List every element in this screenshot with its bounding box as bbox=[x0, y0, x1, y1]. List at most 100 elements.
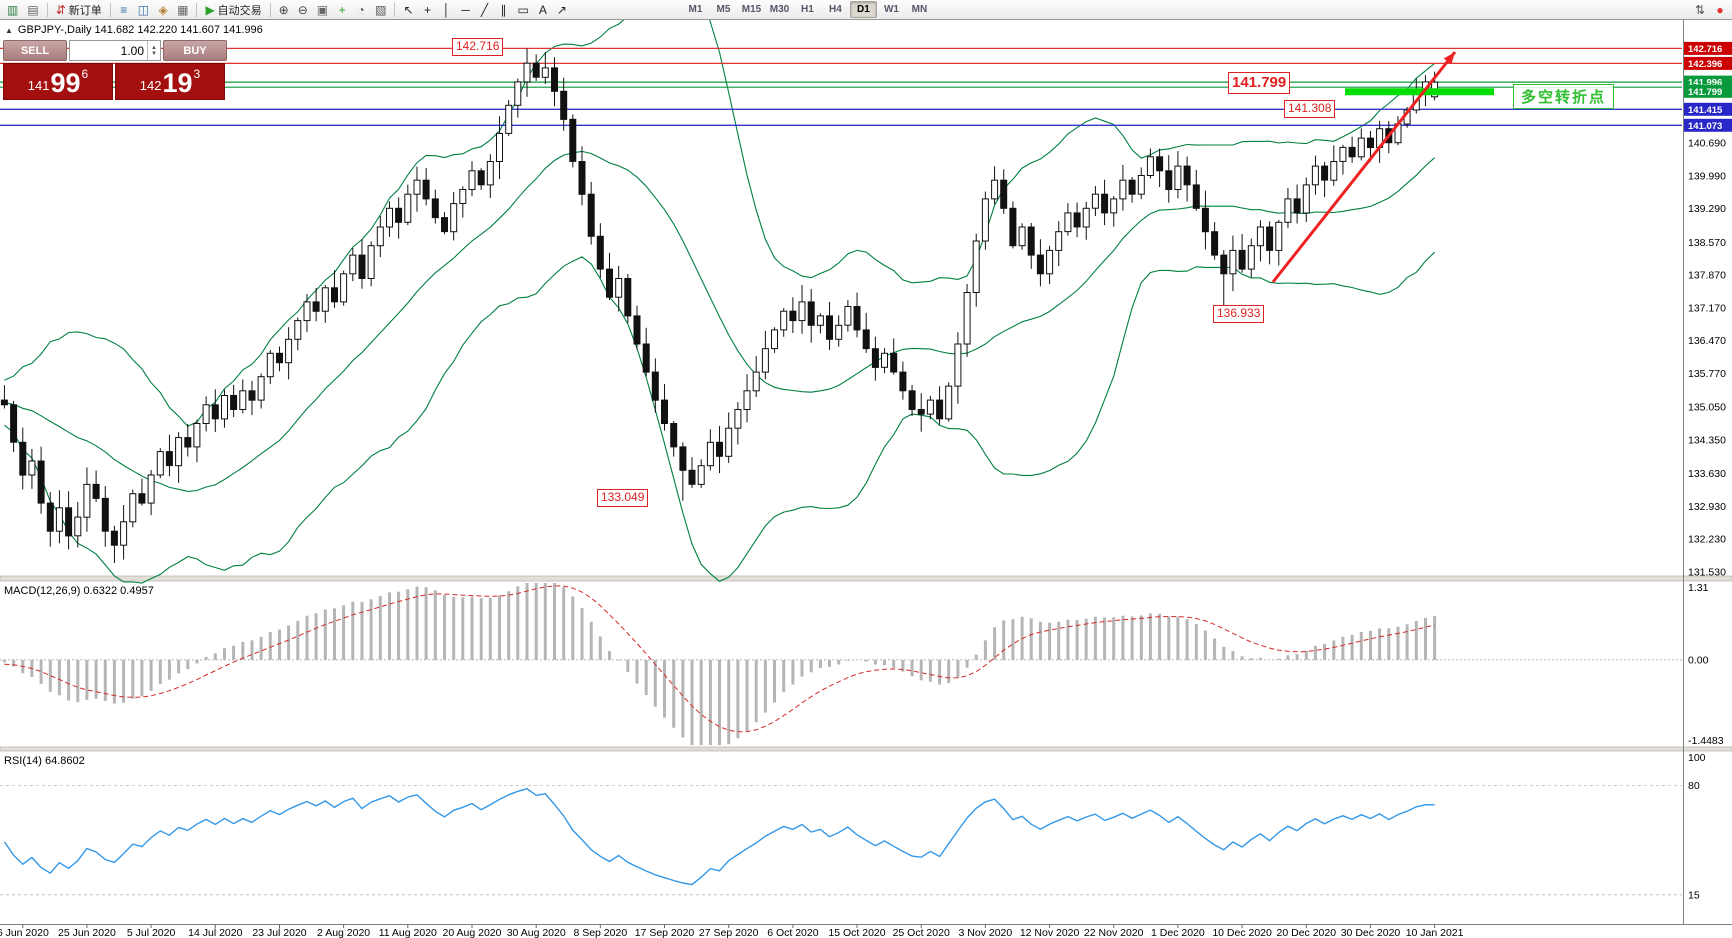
price-annotation[interactable]: 142.716 bbox=[452, 38, 504, 56]
trend-arrow-line[interactable] bbox=[1271, 51, 1457, 283]
candle-body bbox=[1367, 137, 1374, 149]
candle-body bbox=[624, 278, 632, 317]
toolbar-crosshair-icon[interactable]: + bbox=[419, 1, 437, 18]
toolbar-cursor-icon[interactable]: ↖ bbox=[399, 1, 417, 18]
price-tag bbox=[1684, 102, 1732, 116]
candle-body bbox=[972, 240, 980, 293]
candle-body bbox=[991, 179, 999, 200]
bid-price[interactable]: 141 99 6 bbox=[3, 63, 113, 100]
toolbar-templates-icon[interactable]: ▧ bbox=[371, 1, 390, 18]
candle-body bbox=[1183, 165, 1191, 186]
candle-body bbox=[477, 170, 485, 186]
market-watch-icon: ≡ bbox=[120, 2, 128, 17]
volume-spinner[interactable]: ▲ ▼ bbox=[147, 41, 160, 60]
timeframe-m1-button[interactable]: M1 bbox=[688, 4, 703, 15]
note-annotation[interactable]: 多空转折点 bbox=[1513, 84, 1615, 109]
toolbar-new-chart-icon[interactable]: ▥ bbox=[3, 1, 22, 18]
toolbar-arrows-icon[interactable]: ↗ bbox=[553, 1, 571, 18]
timeframe-m15-button[interactable]: M15 bbox=[741, 4, 762, 15]
candle-body bbox=[312, 301, 320, 312]
price-annotation[interactable]: 136.933 bbox=[1213, 305, 1265, 323]
timeframe-m30-button[interactable]: M30 bbox=[769, 4, 790, 15]
toolbar-alerts-icon[interactable]: ● bbox=[1711, 1, 1729, 18]
price-annotation[interactable]: 133.049 bbox=[597, 489, 649, 507]
candle-body bbox=[37, 460, 45, 504]
volume-down-icon[interactable]: ▼ bbox=[151, 50, 157, 57]
timeframe-mn-button[interactable]: MN bbox=[911, 4, 928, 15]
toolbar-zoom-out-icon[interactable]: ⊖ bbox=[294, 1, 312, 18]
candle-body bbox=[761, 348, 769, 373]
candle-body bbox=[156, 451, 164, 476]
candle-body bbox=[331, 287, 338, 303]
price-annotation[interactable]: 141.308 bbox=[1284, 100, 1336, 118]
candle-body bbox=[193, 423, 201, 448]
toolbar-auto-trading-button[interactable]: ▶ 自动交易 bbox=[201, 1, 265, 18]
candle-body bbox=[1238, 249, 1246, 270]
candle-body bbox=[74, 516, 82, 537]
candle-body bbox=[211, 404, 219, 420]
candle-body bbox=[871, 348, 879, 368]
toolbar-data-window-icon[interactable]: ◫ bbox=[134, 1, 153, 18]
candle-body bbox=[1275, 221, 1283, 251]
symbol-info: ▲ GBPJPY-,Daily 141.682 142.220 141.607 … bbox=[5, 24, 263, 36]
toolbar-horizontal-line-icon[interactable]: ─ bbox=[457, 1, 475, 18]
candle-body bbox=[596, 235, 604, 270]
toolbar-text-icon[interactable]: A bbox=[534, 1, 552, 18]
candle-body bbox=[633, 315, 641, 345]
candle-body bbox=[780, 310, 788, 331]
toolbar-channel-icon[interactable]: ∥ bbox=[495, 1, 513, 18]
candle-body bbox=[165, 451, 173, 467]
toolbar-arrange-icon[interactable]: ⇅ bbox=[1691, 1, 1709, 18]
candle-body bbox=[670, 423, 678, 448]
oneclick-collapse-icon[interactable]: ▲ bbox=[5, 25, 13, 35]
panel-divider-rsi[interactable] bbox=[0, 746, 1732, 752]
sell-button[interactable]: SELL bbox=[3, 40, 67, 61]
candle-body bbox=[147, 474, 155, 504]
candle-body bbox=[1293, 198, 1301, 214]
candle-body bbox=[1201, 207, 1209, 233]
toolbar-periods-icon[interactable]: ◔ bbox=[352, 1, 370, 18]
toolbar-navigator-icon[interactable]: ◈ bbox=[154, 1, 172, 18]
toolbar-profiles-icon[interactable]: ▤ bbox=[23, 1, 42, 18]
toolbar-vertical-line-icon[interactable]: │ bbox=[438, 1, 456, 18]
volume-stepper[interactable]: 1.00 ▲ ▼ bbox=[69, 40, 161, 61]
timeframe-w1-button[interactable]: W1 bbox=[883, 4, 899, 15]
timeframe-d1-button[interactable]: D1 bbox=[849, 1, 877, 18]
volume-up-icon[interactable]: ▲ bbox=[151, 44, 157, 51]
bid-main: 99 bbox=[50, 68, 81, 98]
candle-body bbox=[358, 254, 366, 280]
timeframe-h4-button[interactable]: H4 bbox=[829, 4, 842, 15]
timeframe-h1-button[interactable]: H1 bbox=[801, 4, 814, 15]
candle-body bbox=[706, 441, 714, 467]
toolbar-terminal-icon[interactable]: ▦ bbox=[173, 1, 192, 18]
candle-body bbox=[578, 161, 586, 195]
price-axis-label: 132.230 bbox=[1688, 534, 1726, 546]
toolbar-shapes-icon[interactable]: ▭ bbox=[514, 1, 533, 18]
time-axis-label: 20 Aug 2020 bbox=[443, 927, 502, 938]
price-axis-label: 138.570 bbox=[1688, 237, 1726, 249]
toolbar-zoom-in-icon[interactable]: ⊕ bbox=[275, 1, 293, 18]
candle-body bbox=[816, 315, 824, 326]
ask-price[interactable]: 142 19 3 bbox=[115, 63, 225, 100]
bollinger-lower-band bbox=[4, 251, 1436, 584]
toolbar-trendline-icon[interactable]: ╱ bbox=[476, 1, 494, 18]
toolbar-tile-windows-icon[interactable]: ▣ bbox=[313, 1, 332, 18]
price-tag-value: 142.716 bbox=[1688, 44, 1722, 55]
volume-value[interactable]: 1.00 bbox=[120, 44, 144, 58]
horizontal-line-icon: ─ bbox=[461, 2, 470, 17]
candle-body bbox=[1220, 254, 1228, 275]
candle-body bbox=[881, 352, 888, 368]
toolbar-indicators-icon[interactable]: + bbox=[333, 1, 351, 18]
buy-button[interactable]: BUY bbox=[163, 40, 227, 61]
cursor-icon: ↖ bbox=[403, 2, 414, 17]
rsi-axis-label: 15 bbox=[1688, 889, 1700, 901]
price-annotation[interactable]: 141.799 bbox=[1228, 72, 1291, 94]
candle-body bbox=[83, 483, 91, 518]
toolbar-market-watch-icon[interactable]: ≡ bbox=[115, 1, 133, 18]
panel-divider-macd[interactable] bbox=[0, 575, 1732, 582]
toolbar-new-order-button[interactable]: ⇵ 新订单 bbox=[52, 1, 106, 18]
candle-body bbox=[1027, 226, 1035, 256]
timeframe-m5-button[interactable]: M5 bbox=[716, 4, 731, 15]
tile-windows-icon: ▣ bbox=[316, 2, 329, 17]
